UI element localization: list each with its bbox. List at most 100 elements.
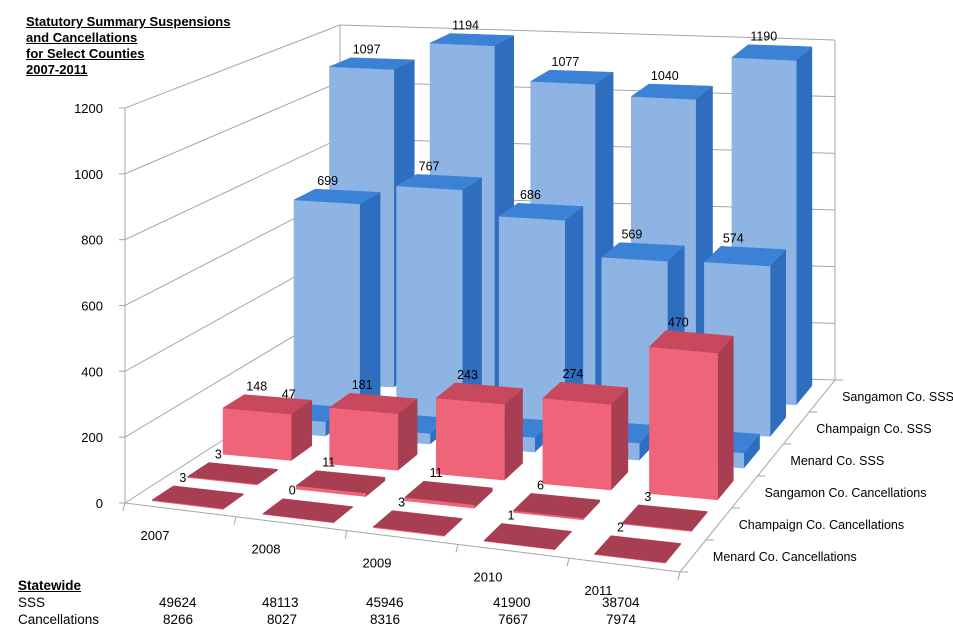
bar-top-face [186, 462, 279, 485]
x-tick-mark [455, 544, 459, 553]
legend-series-label: Champaign Co. Cancellations [739, 518, 904, 532]
bar-top-face [542, 381, 629, 405]
gridline-left-wall [124, 137, 341, 241]
x-tick-label: 2011 [585, 583, 613, 598]
legend-series-label: Champaign Co. SSS [816, 422, 931, 436]
bar-top-face [262, 498, 354, 523]
bar-top-face [512, 493, 601, 519]
bar-top-face [593, 535, 682, 563]
bar-top-face [703, 246, 787, 267]
bar-front-face [396, 185, 463, 419]
bar-value-label: 6 [537, 478, 544, 492]
x-axis [124, 502, 681, 573]
bar-top-face [630, 83, 714, 100]
x-tick-label: 2007 [141, 528, 170, 543]
cell: 41900 [493, 595, 531, 610]
bar-value-label: 274 [563, 367, 584, 381]
legend-series-label: Menard Co. Cancellations [713, 550, 857, 564]
row-label: SSS [18, 595, 46, 610]
bar-top-face [429, 33, 515, 47]
bar-value-label: 1 [508, 508, 515, 522]
bar-value-label: 0 [289, 484, 296, 498]
legend-series-label: Sangamon Co. Cancellations [765, 486, 927, 500]
statewide-heading: Statewide [18, 578, 82, 593]
bar-top-face [151, 485, 245, 509]
y-tick-label: 0 [96, 496, 103, 511]
y-tick-label: 1000 [74, 167, 103, 182]
bar-value-label: 686 [520, 188, 541, 202]
bar-value-label: 1190 [750, 30, 777, 44]
x-tick-label: 2008 [252, 542, 281, 557]
y-tick-label: 600 [81, 299, 103, 314]
x-tick-mark [566, 558, 570, 567]
x-tick-mark [233, 516, 237, 525]
legend-series-label: Menard Co. SSS [790, 454, 884, 468]
bar-top-face [498, 202, 584, 221]
bar-value-label: 1194 [452, 18, 479, 32]
cell: 7974 [606, 612, 637, 627]
cell: 8316 [370, 612, 401, 627]
cell: 38704 [602, 595, 640, 610]
bar-top-face [648, 330, 734, 354]
title-line: and Cancellations [26, 30, 138, 45]
bar-front-face [649, 346, 718, 501]
bar-top-face [483, 523, 573, 550]
y-tick-label: 1200 [74, 101, 103, 116]
x-tick-mark [122, 502, 126, 512]
bar-value-label: 181 [352, 378, 373, 392]
bar-top-face [329, 57, 415, 70]
cell: 7667 [498, 612, 529, 627]
bar-front-face [435, 397, 505, 481]
bar-value-label: 569 [621, 228, 642, 242]
gridline-back-wall [339, 24, 836, 41]
y-tick-label: 800 [81, 233, 103, 248]
cell: 8266 [163, 612, 194, 627]
bar-side-face [717, 335, 734, 501]
bar-top-face [222, 394, 313, 415]
bar-side-face [504, 387, 523, 481]
bar-top-face [328, 392, 418, 415]
y-tick-label: 200 [81, 430, 103, 445]
legend-series-label: Sangamon Co. SSS [842, 390, 953, 404]
bar-value-label: 470 [668, 316, 689, 330]
x-tick-mark [344, 530, 348, 539]
bar-side-face [769, 248, 786, 438]
cell: 45946 [366, 595, 404, 610]
x-tick-mark [677, 571, 681, 581]
gridline-left-wall [124, 24, 341, 109]
bar-top-face [529, 69, 614, 85]
bar-value-label: 3 [179, 471, 186, 485]
bar-value-label: 243 [457, 368, 478, 382]
bar-top-face [404, 480, 493, 505]
bar-value-label: 1040 [651, 69, 679, 83]
bar-front-face [222, 407, 292, 461]
cell: 48113 [262, 595, 299, 610]
bar-value-label: 767 [419, 159, 440, 173]
bar-front-face [293, 199, 360, 412]
bar-value-label: 3 [398, 496, 405, 510]
bar-value-label: 1077 [552, 55, 580, 69]
title-line: for Select Counties [26, 46, 145, 61]
bar-top-face [295, 470, 386, 494]
bar-front-face [542, 397, 612, 491]
bar-top-face [435, 382, 524, 405]
title-line: Statutory Summary Suspensions [26, 14, 231, 29]
bar-side-face [610, 387, 629, 491]
row-label: Cancellations [18, 612, 100, 627]
cell: 49624 [159, 595, 197, 610]
bar-value-label: 699 [317, 174, 338, 188]
bar-top-face [372, 510, 463, 536]
bar-value-label: 11 [322, 456, 335, 470]
bar-value-label: 3 [215, 448, 222, 462]
chart-title: Statutory Summary Suspensions and Cancel… [26, 14, 230, 78]
bar-top-face [395, 174, 483, 191]
x-tick-label: 2010 [474, 569, 503, 584]
bar-top-face [621, 504, 708, 531]
bar-value-label: 11 [430, 466, 443, 480]
bar-value-label: 574 [723, 231, 744, 245]
bar-value-label: 1097 [353, 43, 381, 57]
bar-top-face [293, 188, 382, 205]
bar-side-face [795, 46, 813, 406]
